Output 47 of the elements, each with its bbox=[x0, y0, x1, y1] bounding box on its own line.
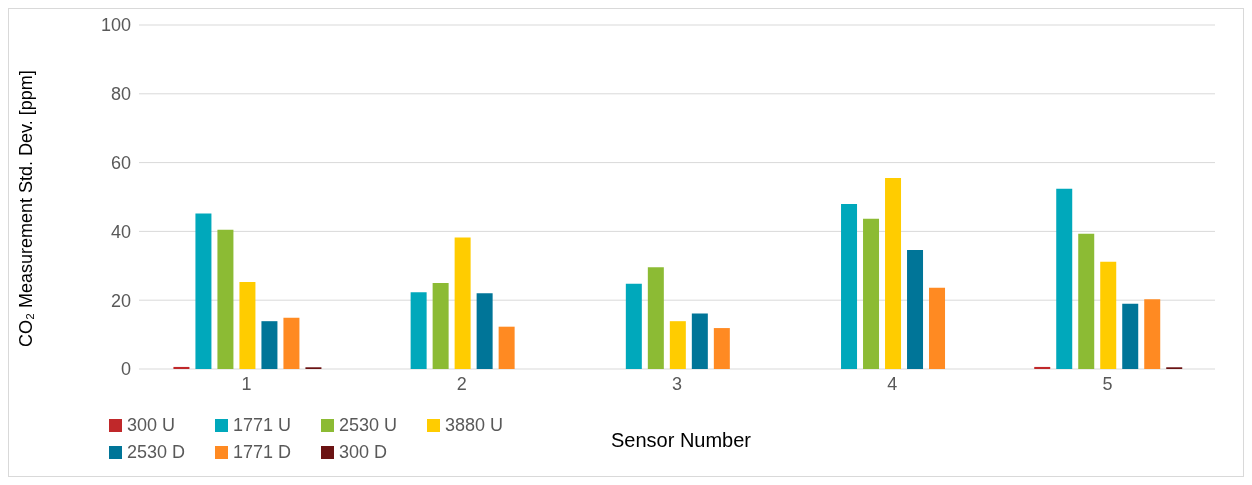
bar bbox=[907, 249, 924, 369]
bar bbox=[1034, 366, 1051, 369]
y-tick-label: 100 bbox=[100, 15, 131, 36]
x-axis-title: Sensor Number bbox=[610, 429, 752, 451]
bar bbox=[1122, 303, 1139, 369]
bar bbox=[498, 326, 515, 369]
bar bbox=[625, 283, 642, 369]
y-tick-label: 60 bbox=[110, 152, 131, 173]
bar bbox=[929, 287, 946, 369]
y-axis-title: CO₂ Measurement Std. Dev. [ppm] bbox=[16, 70, 37, 347]
x-tick-label: 3 bbox=[671, 373, 683, 394]
x-tick-label: 1 bbox=[241, 373, 252, 394]
bar bbox=[713, 328, 730, 369]
bar bbox=[669, 321, 686, 369]
legend-label: 1771 U bbox=[233, 415, 292, 436]
legend-label: 2530 D bbox=[127, 442, 186, 463]
y-tick-label: 80 bbox=[110, 84, 131, 105]
bar bbox=[1144, 299, 1161, 369]
legend-label: 3880 U bbox=[445, 415, 504, 436]
bar bbox=[261, 321, 278, 369]
bar bbox=[1056, 188, 1073, 369]
x-tick-label: 4 bbox=[887, 373, 898, 394]
bar bbox=[863, 218, 880, 369]
bar bbox=[195, 213, 212, 369]
y-tick-label: 20 bbox=[110, 290, 131, 311]
legend-label: 300 U bbox=[127, 415, 176, 436]
legend-label: 300 D bbox=[339, 442, 388, 463]
bar bbox=[647, 267, 664, 369]
bar bbox=[1078, 233, 1095, 369]
bar bbox=[885, 178, 902, 369]
y-tick-label: 40 bbox=[110, 221, 131, 242]
bar bbox=[173, 366, 190, 369]
bar bbox=[283, 317, 300, 369]
y-tick-label: 0 bbox=[120, 359, 131, 380]
legend-label: 2530 U bbox=[339, 415, 398, 436]
bar bbox=[410, 292, 427, 369]
bar bbox=[239, 281, 256, 369]
bar bbox=[841, 203, 858, 369]
bar bbox=[1100, 261, 1117, 369]
bar bbox=[691, 313, 708, 369]
bar bbox=[454, 237, 471, 369]
bar bbox=[217, 229, 234, 369]
x-tick-label: 5 bbox=[1102, 373, 1113, 394]
bar bbox=[432, 283, 449, 369]
bar bbox=[476, 293, 493, 369]
x-tick-label: 2 bbox=[456, 373, 467, 394]
legend-label: 1771 D bbox=[233, 442, 292, 463]
